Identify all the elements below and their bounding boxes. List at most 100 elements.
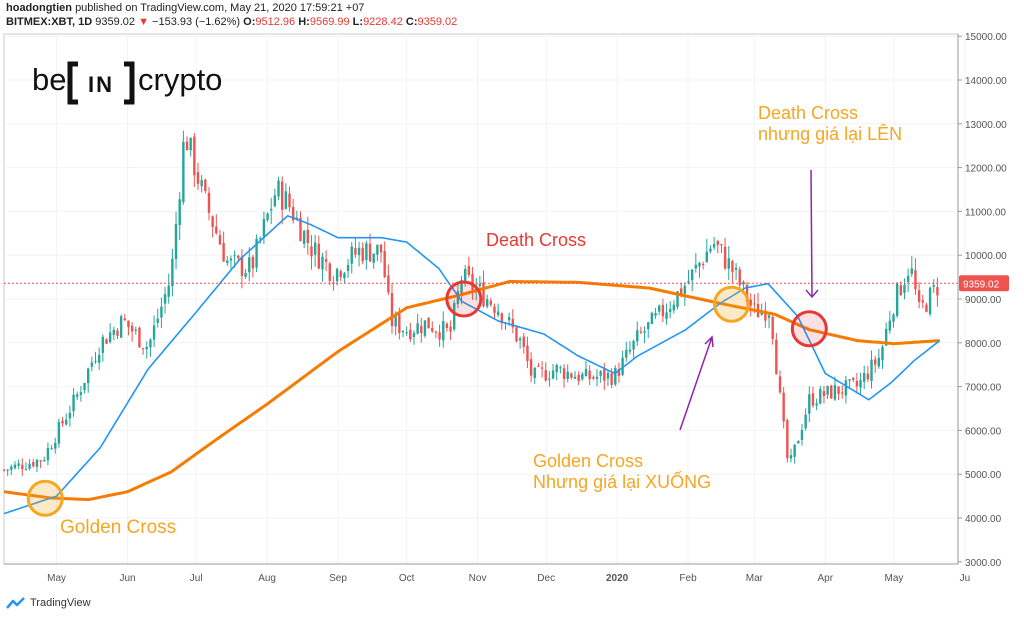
arrow-golden-cross-2: [679, 335, 714, 431]
candle-body: [398, 313, 401, 333]
candle-body: [610, 373, 613, 385]
candle-body: [277, 180, 280, 197]
candle-body: [127, 320, 130, 328]
candle-body: [174, 224, 178, 260]
candle-body: [65, 419, 68, 425]
death-cross-marker: [445, 280, 483, 318]
golden-cross-marker: [26, 479, 64, 517]
candle-body: [105, 339, 108, 344]
candle-body: [925, 304, 928, 312]
publish-info: hoadongtien published on TradingView.com…: [6, 2, 364, 14]
candle-body: [116, 330, 119, 336]
candle-body: [72, 394, 75, 412]
candle-body: [68, 412, 72, 419]
candle-body: [405, 332, 408, 334]
candle-body: [76, 394, 79, 397]
candle-body: [870, 359, 873, 381]
candle-body: [156, 318, 159, 323]
candle-body: [661, 304, 665, 317]
candle-body: [694, 264, 698, 269]
candle-body: [453, 302, 456, 330]
candle-body: [108, 332, 112, 342]
candle-body: [233, 255, 236, 257]
time-tick-label: Jul: [190, 573, 203, 584]
price-axis[interactable]: 3000.00 4000.00 5000.00 6000.00 7000.00 8000.…: [957, 32, 1009, 569]
candle-body: [482, 282, 485, 307]
candle-body: [895, 283, 899, 316]
candle-body: [354, 248, 357, 255]
price-tick-label: 12000.00: [965, 164, 1007, 175]
time-tick-label: Nov: [469, 573, 487, 584]
candle-body: [2, 469, 6, 471]
candle-body: [529, 359, 533, 376]
price-tick-label: 9000.00: [965, 295, 1002, 306]
candle-body: [97, 354, 101, 363]
candle-body: [379, 244, 383, 253]
candle-body: [24, 468, 28, 470]
candle-body: [668, 308, 672, 313]
candle-body: [94, 360, 97, 362]
time-axis[interactable]: May Jun Jul Aug Sep Oct Nov Dec 2020 Feb Mar Apr May…: [4, 563, 970, 584]
candle-body: [321, 256, 324, 270]
candle-body: [493, 306, 496, 313]
publish-text: published on TradingView.com, May 21, 20…: [75, 2, 365, 14]
candle-body: [167, 285, 170, 297]
arrow-shaft: [679, 336, 713, 431]
symbol-info: BITMEX:XBT, 1D 9359.02 ▼ −153.93 (−1.62%…: [6, 16, 457, 28]
candle-body: [478, 284, 482, 287]
candle-body: [767, 315, 771, 318]
symbol-label: BITMEX:XBT, 1D: [6, 16, 93, 28]
candle-body: [32, 462, 35, 467]
candle-body: [46, 448, 50, 461]
tradingview-brand[interactable]: TradingView: [30, 597, 91, 609]
candle-body: [731, 261, 734, 272]
candle-body: [456, 291, 460, 305]
candle-body: [855, 380, 859, 387]
candle-body: [914, 270, 917, 290]
candle-body: [873, 359, 877, 365]
candle-body: [445, 323, 449, 329]
author-name[interactable]: hoadongtien: [6, 2, 72, 14]
candle-body: [775, 339, 778, 375]
candle-body: [540, 367, 544, 369]
candle-body: [782, 392, 785, 422]
candle-body: [837, 386, 840, 394]
price-tick-label: 13000.00: [965, 120, 1007, 131]
last-price-badge: [959, 275, 1009, 292]
candle-body: [892, 314, 895, 322]
candle-body: [365, 243, 368, 260]
candle-body: [899, 285, 903, 296]
candle-body: [442, 320, 445, 341]
candle-body: [866, 373, 870, 380]
arrow-head-icon: [805, 289, 819, 299]
candle-body: [215, 226, 218, 234]
candle-body: [581, 374, 584, 380]
candle-body: [248, 257, 251, 273]
candle-body: [727, 258, 730, 269]
price-tick-label: 4000.00: [965, 514, 1002, 525]
time-tick-label: Feb: [679, 573, 697, 584]
candle-body: [50, 448, 53, 450]
open-value: 9512.96: [255, 16, 296, 28]
logo-in-text: IN: [88, 72, 114, 97]
candle-body: [819, 388, 822, 404]
candle-body: [712, 244, 716, 248]
candle-body: [328, 263, 331, 281]
candle-body: [237, 255, 240, 259]
candle-body: [906, 275, 910, 283]
candle-body: [251, 256, 255, 269]
candle-body: [570, 373, 573, 378]
arrow-head-icon: [704, 335, 714, 348]
candle-body: [709, 248, 712, 252]
candle-body: [844, 380, 848, 396]
candle-body: [420, 325, 423, 334]
candle-body: [848, 379, 851, 381]
candle-body: [881, 346, 884, 361]
candle-body: [200, 180, 203, 187]
candle-body: [204, 179, 207, 192]
candle-body: [621, 357, 624, 375]
candle-body: [460, 279, 463, 293]
price-tick-label: 5000.00: [965, 470, 1002, 481]
candle-body: [617, 368, 621, 376]
